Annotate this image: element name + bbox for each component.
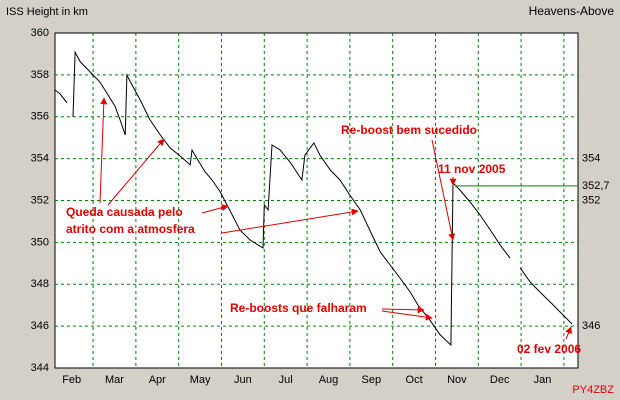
plot: 344 346 348 350 352 354 356 358 360 Feb Mar Apr May J… <box>31 27 578 386</box>
right-label: 352,7 <box>582 180 610 192</box>
x-tick-label: Jul <box>279 374 293 386</box>
y-tick-label: 344 <box>31 362 49 374</box>
right-label: 346 <box>582 320 600 332</box>
right-label: 354 <box>582 153 600 165</box>
right-label: 352 <box>582 194 600 206</box>
x-tick-label: Jun <box>234 374 252 386</box>
arrow <box>431 139 456 241</box>
x-tick-label: Nov <box>447 374 467 386</box>
y-tick-label: 358 <box>31 69 49 81</box>
arrow <box>99 97 108 204</box>
annotation: Re-boosts que falharam <box>230 301 367 315</box>
y-tick-label: 356 <box>31 111 49 123</box>
y-tick-label: 354 <box>31 153 49 165</box>
arrow <box>381 306 425 314</box>
annotation: 02 fev 2006 <box>517 342 581 356</box>
x-tick-label: Dec <box>490 374 510 386</box>
annotation: Re-boost bem sucedido <box>341 123 477 137</box>
y-tick-label: 360 <box>31 27 49 39</box>
x-tick-label: Jan <box>534 374 552 386</box>
credit: PY4ZBZ <box>572 384 614 396</box>
annotation: 11 nov 2005 <box>438 162 506 176</box>
arrow <box>221 208 359 234</box>
y-tick-label: 346 <box>31 320 49 332</box>
x-tick-label: Apr <box>149 374 166 386</box>
x-tick-label: Oct <box>406 374 423 386</box>
x-tick-label: Mar <box>105 374 124 386</box>
source: Heavens-Above <box>529 4 615 18</box>
plot-area <box>54 32 579 369</box>
arrow <box>565 326 572 340</box>
annotation: atrito com a atmosfera <box>66 222 195 236</box>
arrow <box>201 204 229 214</box>
arrow <box>107 138 165 206</box>
x-tick-label: Feb <box>62 374 81 386</box>
y-tick-label: 352 <box>31 194 49 206</box>
arrow <box>381 310 433 321</box>
y-tick-label: 348 <box>31 278 49 290</box>
x-tick-label: Aug <box>319 374 339 386</box>
chart-title: ISS Height in km <box>6 6 88 18</box>
annotations: Queda causada pelo atrito com a atmosfer… <box>66 97 581 356</box>
y-tick-label: 350 <box>31 236 49 248</box>
annotation: Queda causada pelo <box>66 205 183 219</box>
x-tick-label: May <box>190 374 211 386</box>
x-tick-label: Sep <box>361 374 381 386</box>
